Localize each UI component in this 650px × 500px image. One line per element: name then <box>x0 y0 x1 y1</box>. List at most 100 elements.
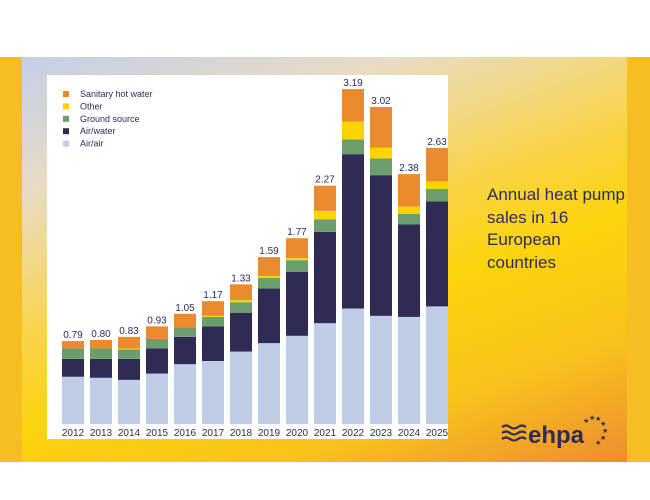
svg-text:★: ★ <box>583 417 589 425</box>
legend-swatch <box>63 91 69 97</box>
total-label: 2.38 <box>399 163 419 174</box>
bar-segment-air-water <box>90 358 112 378</box>
total-label: 0.80 <box>91 329 111 340</box>
x-tick-label: 2025 <box>426 428 448 439</box>
bar-segment-air-air <box>90 377 112 424</box>
x-tick-label: 2016 <box>174 428 197 439</box>
x-tick-label: 2018 <box>230 428 253 439</box>
x-tick-label: 2023 <box>370 428 393 439</box>
bar-segment-ground-source <box>398 214 420 225</box>
total-label: 1.77 <box>287 227 307 238</box>
bar-segment-air-water <box>62 358 84 377</box>
bar-segment-sanitary-hot-water <box>258 257 280 276</box>
bar-segment-air-air <box>258 343 280 424</box>
x-tick-label: 2022 <box>342 428 365 439</box>
total-label: 1.05 <box>175 303 195 314</box>
bar-segment-other <box>370 147 392 159</box>
bar-segment-air-air <box>118 379 140 424</box>
bar-segment-ground-source <box>342 139 364 155</box>
x-tick-label: 2021 <box>314 428 337 439</box>
bar-segment-sanitary-hot-water <box>118 336 140 349</box>
bar-segment-other <box>258 275 280 279</box>
bar-segment-ground-source <box>230 302 252 313</box>
bar-segment-air-water <box>258 288 280 344</box>
svg-text:★: ★ <box>600 420 606 428</box>
x-tick-label: 2019 <box>258 428 281 439</box>
waves-icon <box>501 424 527 442</box>
bar-segment-air-water <box>398 224 420 317</box>
bar-segment-sanitary-hot-water <box>370 106 392 148</box>
bar-segment-ground-source <box>146 338 168 349</box>
bar-segment-other <box>230 300 252 303</box>
bar-segment-air-water <box>314 231 336 324</box>
bar-segment-other <box>314 210 336 220</box>
bar-segment-air-air <box>398 316 420 424</box>
bar-segment-other <box>202 315 224 317</box>
bar-segment-ground-source <box>258 278 280 289</box>
bar-segment-ground-source <box>62 348 84 359</box>
legend-swatch <box>63 140 69 147</box>
total-label: 0.83 <box>119 326 139 337</box>
bar-segment-air-air <box>314 323 336 424</box>
bar-segment-sanitary-hot-water <box>342 89 364 122</box>
svg-text:★: ★ <box>600 434 606 442</box>
bar-segment-air-water <box>370 175 392 316</box>
bar-segment-other <box>118 348 140 350</box>
bar-segment-other <box>426 181 448 189</box>
bar-segment-air-air <box>202 361 224 424</box>
bar-segment-air-air <box>174 364 196 424</box>
bar-segment-air-air <box>286 335 308 424</box>
eu-stars-icon: ★ ★ ★★★★★ <box>583 414 608 447</box>
total-label: 3.02 <box>371 96 391 107</box>
bar-segment-sanitary-hot-water <box>398 174 420 207</box>
logo-text: ehpa <box>528 422 585 449</box>
bar-segment-air-air <box>370 315 392 424</box>
bar-segment-air-air <box>146 373 168 424</box>
bar-segment-sanitary-hot-water <box>174 313 196 328</box>
bar-segment-air-air <box>62 376 84 424</box>
bar-segment-ground-source <box>118 349 140 359</box>
bar-segment-sanitary-hot-water <box>426 147 448 182</box>
bar-segment-air-air <box>342 308 364 424</box>
total-label: 1.33 <box>231 273 251 284</box>
svg-text:★: ★ <box>595 439 601 447</box>
legend-label: Air/air <box>80 139 104 149</box>
total-label: 1.17 <box>203 290 223 301</box>
legend-swatch <box>63 115 69 122</box>
side-title: Annual heat pump sales in 16 European co… <box>487 185 625 272</box>
x-tick-label: 2015 <box>146 428 169 439</box>
legend-label: Ground source <box>80 114 140 124</box>
x-tick-label: 2024 <box>398 428 421 439</box>
bar-segment-air-water <box>230 312 252 352</box>
legend-swatch <box>63 103 69 110</box>
total-label: 0.93 <box>147 315 167 326</box>
bar-segment-ground-source <box>314 219 336 232</box>
bar-segment-sanitary-hot-water <box>90 340 112 349</box>
x-tick-label: 2012 <box>62 428 85 439</box>
svg-text:★: ★ <box>602 427 608 435</box>
svg-text:★: ★ <box>589 414 595 422</box>
svg-text:★: ★ <box>595 415 601 423</box>
bar-segment-sanitary-hot-water <box>146 326 168 339</box>
bar-segment-other <box>286 258 308 261</box>
ehpa-logo: ehpa ★ ★ ★★★★★ <box>501 414 608 449</box>
total-label: 0.79 <box>63 330 83 341</box>
bar-segment-other <box>398 206 420 214</box>
bar-segment-sanitary-hot-water <box>286 238 308 259</box>
bar-segment-air-water <box>146 348 168 374</box>
legend-swatch <box>63 128 69 135</box>
bar-segment-air-water <box>202 326 224 361</box>
bar-segment-ground-source <box>202 316 224 327</box>
bar-segment-air-water <box>426 201 448 307</box>
bar-segment-air-water <box>286 271 308 336</box>
x-tick-label: 2014 <box>118 428 141 439</box>
x-tick-label: 2013 <box>90 428 113 439</box>
total-label: 3.19 <box>343 78 363 89</box>
bar-segment-air-air <box>426 306 448 424</box>
total-label: 1.59 <box>259 246 279 257</box>
bar-segment-air-water <box>118 358 140 380</box>
x-tick-label: 2017 <box>202 428 225 439</box>
bar-segment-ground-source <box>286 260 308 272</box>
legend-label: Sanitary hot water <box>80 89 153 99</box>
stacked-bar-chart: 0.79 2012 0.80 2013 0.83 2014 0.93 2015 1.05 2016… <box>62 78 448 439</box>
